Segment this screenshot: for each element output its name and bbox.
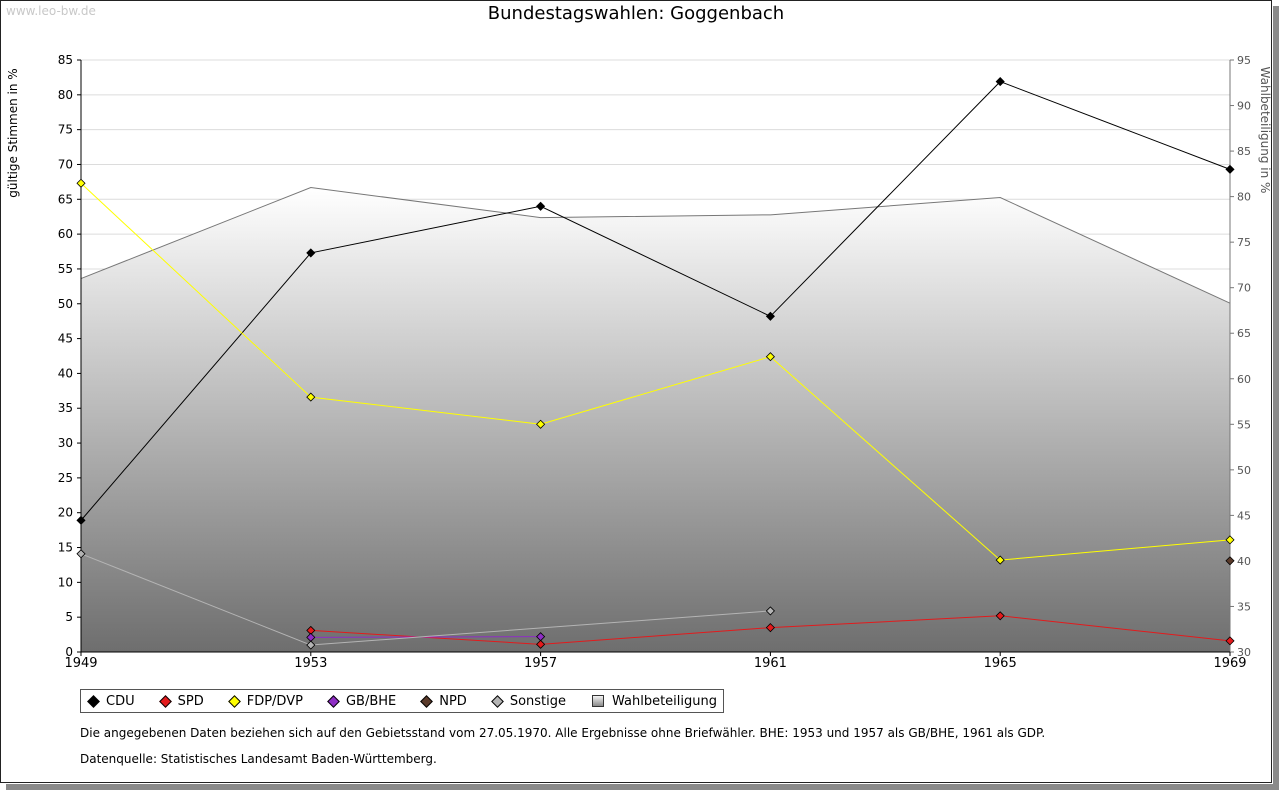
legend-item-sonstige: Sonstige (490, 693, 566, 709)
point-cdu (536, 201, 546, 211)
diamond-icon (227, 694, 241, 708)
legend: CDU SPD FDP/DVP GB/BHE NPD Sonstige Wahlbeteil… (80, 689, 725, 713)
y2-tick-label: 40 (1237, 555, 1251, 568)
turnout-line (80, 186, 1231, 304)
point-cdu (995, 77, 1005, 87)
point-fdp-dvp (76, 178, 86, 188)
y-tick-label: 70 (58, 157, 73, 171)
x-tick-label: 1969 (1213, 656, 1246, 671)
point-spd (1225, 636, 1235, 646)
legend-item-spd: SPD (158, 693, 204, 709)
legend-item-cdu: CDU (87, 693, 135, 709)
y-tick-label: 60 (58, 227, 73, 241)
point-fdp-dvp (306, 392, 316, 402)
point-fdp-dvp (765, 352, 775, 362)
y-tick-label: 40 (58, 366, 73, 380)
legend-label: CDU (106, 693, 135, 709)
legend-label: FDP/DVP (246, 693, 303, 709)
y2-tick-label: 35 (1237, 600, 1251, 613)
diamond-icon (420, 694, 434, 708)
x-tick-label: 1957 (524, 656, 557, 671)
footnote-source: Datenquelle: Statistisches Landesamt Bad… (80, 752, 437, 766)
y-tick-label: 50 (58, 297, 73, 311)
y2-axis-label: Wahlbeteiligung in % (1258, 67, 1272, 194)
point-spd (536, 639, 546, 649)
y2-tick-label: 65 (1237, 327, 1251, 340)
series-line-gb-bhe (310, 636, 541, 638)
x-tick-label: 1961 (754, 656, 787, 671)
legend-label: NPD (439, 693, 467, 709)
diamond-icon (327, 694, 340, 708)
y-tick-label: 85 (58, 53, 73, 67)
legend-item-fdp-dvp: FDP/DVP (227, 693, 303, 709)
y2-tick-label: 55 (1237, 418, 1251, 431)
series-line-cdu (80, 81, 1231, 521)
x-tick-label: 1965 (984, 656, 1017, 671)
frame-shadow-bottom (6, 784, 1279, 790)
y-axis-label: gültige Stimmen in % (6, 68, 20, 197)
axis-layer: 0 5 10 15 20 25 30 35 40 45 50 55 60 65 70 75 80 85 30 35 40… (58, 53, 1251, 671)
y-tick-label: 20 (58, 506, 73, 520)
point-fdp-dvp (536, 419, 546, 429)
point-cdu (76, 515, 86, 525)
point-cdu (765, 311, 775, 321)
y-tick-label: 30 (58, 436, 73, 450)
y2-tick-label: 50 (1237, 464, 1251, 477)
point-sonstige (765, 606, 775, 616)
series-line-fdp-dvp (80, 182, 1231, 561)
x-tick-label: 1949 (64, 656, 97, 671)
point-spd (765, 623, 775, 633)
y2-tick-label: 90 (1237, 100, 1251, 113)
point-cdu (306, 248, 316, 258)
frame-shadow-right (1273, 6, 1279, 789)
point-sonstige (306, 640, 316, 650)
point-sonstige (76, 549, 86, 559)
square-icon (592, 695, 604, 707)
point-cdu (1225, 164, 1235, 174)
y-tick-label: 5 (65, 610, 73, 624)
y-tick-label: 10 (58, 575, 73, 589)
diamond-icon (158, 694, 172, 708)
y2-tick-label: 70 (1237, 282, 1251, 295)
y-tick-label: 0 (65, 645, 73, 659)
legend-item-npd: NPD (420, 693, 467, 709)
footnote-coverage: Die angegebenen Daten beziehen sich auf … (80, 726, 1046, 740)
y2-tick-label: 30 (1237, 646, 1251, 659)
x-tick-label: 1953 (294, 656, 327, 671)
y-tick-label: 15 (58, 541, 73, 555)
chart-title: Bundestagswahlen: Goggenbach (487, 3, 785, 24)
legend-label: Wahlbeteiligung (612, 693, 718, 709)
diamond-icon (87, 694, 100, 708)
series-layer (76, 77, 1235, 650)
point-fdp-dvp (995, 555, 1005, 565)
y-tick-label: 35 (58, 401, 73, 415)
y2-tick-label: 80 (1237, 191, 1251, 204)
y2-tick-label: 95 (1237, 54, 1251, 67)
y-tick-label: 75 (58, 123, 73, 137)
y-tick-label: 25 (58, 471, 73, 485)
legend-label: Sonstige (509, 693, 566, 709)
y-tick-label: 65 (58, 192, 73, 206)
y-tick-label: 80 (58, 88, 73, 102)
turnout-area (81, 187, 1230, 652)
point-spd (995, 611, 1005, 621)
y2-tick-label: 45 (1237, 509, 1251, 522)
legend-label: SPD (177, 693, 204, 709)
y-tick-label: 45 (58, 332, 73, 346)
legend-item-gb-bhe: GB/BHE (327, 693, 397, 709)
watermark: www.leo-bw.de (6, 4, 96, 18)
point-npd (1225, 556, 1235, 566)
turnout-area-layer (80, 186, 1231, 652)
point-fdp-dvp (1225, 535, 1235, 545)
diamond-icon (490, 694, 504, 708)
y2-tick-label: 85 (1237, 145, 1251, 158)
legend-label: GB/BHE (345, 693, 397, 709)
legend-item-wahlbeteiligung: Wahlbeteiligung (592, 694, 717, 709)
point-gb-bhe (536, 632, 546, 642)
y2-tick-label: 75 (1237, 236, 1251, 249)
y-tick-label: 55 (58, 262, 73, 276)
y2-tick-label: 60 (1237, 373, 1251, 386)
